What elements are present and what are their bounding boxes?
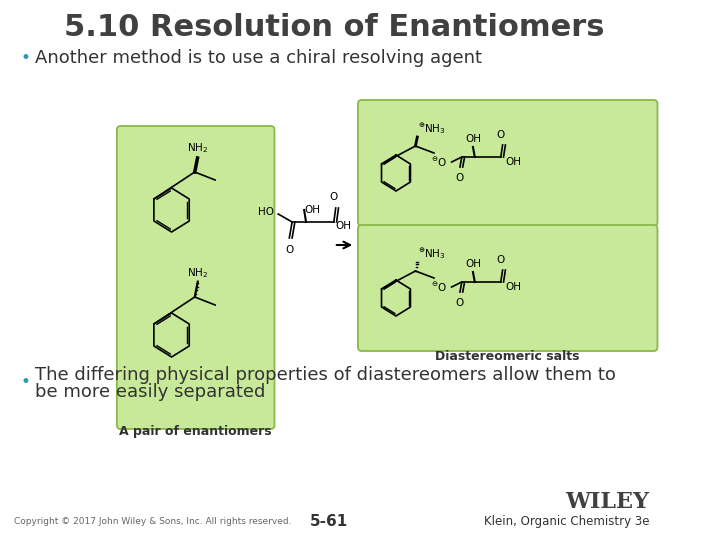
Text: O: O: [456, 298, 464, 308]
FancyBboxPatch shape: [358, 100, 657, 226]
Text: Another method is to use a chiral resolving agent: Another method is to use a chiral resolv…: [35, 49, 482, 67]
Text: •: •: [20, 373, 30, 391]
Text: $^{\oplus}$NH$_3$: $^{\oplus}$NH$_3$: [418, 246, 446, 261]
Text: Diastereomeric salts: Diastereomeric salts: [435, 350, 580, 363]
Text: A pair of enantiomers: A pair of enantiomers: [120, 426, 272, 438]
FancyBboxPatch shape: [358, 225, 657, 351]
Text: be more easily separated: be more easily separated: [35, 383, 266, 401]
Text: $^{\ominus}$O: $^{\ominus}$O: [431, 280, 447, 294]
Text: 5-61: 5-61: [310, 515, 348, 530]
Text: OH: OH: [505, 157, 521, 167]
Text: OH: OH: [304, 205, 320, 215]
Text: OH: OH: [336, 221, 351, 231]
Text: O: O: [285, 245, 294, 255]
Text: HO: HO: [258, 207, 274, 217]
Text: 5.10 Resolution of Enantiomers: 5.10 Resolution of Enantiomers: [63, 12, 604, 42]
Text: NH$_2$: NH$_2$: [187, 141, 208, 155]
Text: O: O: [497, 255, 505, 265]
Text: OH: OH: [505, 282, 521, 292]
Text: OH: OH: [465, 134, 481, 144]
Text: O: O: [456, 173, 464, 183]
Text: O: O: [330, 192, 338, 202]
Text: NH$_2$: NH$_2$: [187, 266, 208, 280]
Text: Copyright © 2017 John Wiley & Sons, Inc. All rights reserved.: Copyright © 2017 John Wiley & Sons, Inc.…: [14, 517, 292, 526]
Text: OH: OH: [465, 259, 481, 269]
FancyBboxPatch shape: [117, 126, 274, 429]
Text: Klein, Organic Chemistry 3e: Klein, Organic Chemistry 3e: [484, 516, 649, 529]
Text: O: O: [497, 130, 505, 140]
Text: •: •: [20, 49, 30, 67]
Text: $^{\oplus}$NH$_3$: $^{\oplus}$NH$_3$: [418, 121, 446, 136]
Text: The differing physical properties of diastereomers allow them to: The differing physical properties of dia…: [35, 366, 616, 384]
Text: $^{\ominus}$O: $^{\ominus}$O: [431, 156, 447, 168]
Text: WILEY: WILEY: [565, 491, 649, 513]
